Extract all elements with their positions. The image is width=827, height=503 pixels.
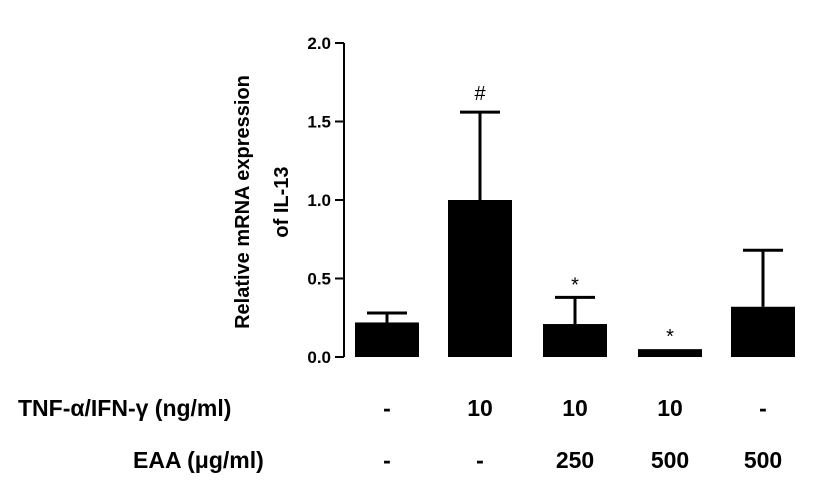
bar [448,200,512,357]
cell-eaa-5: 500 [743,447,783,473]
cell-tnf-1: - [383,395,391,421]
y-axis-label-line1: Relative mRNA expression [232,75,254,329]
bar [731,306,795,357]
significance-hash: # [474,83,486,105]
cell-tnf-5: - [759,395,767,421]
significance-asterisk: * [666,326,674,348]
y-tick-label: 2.0 [307,34,331,53]
y-axis: 0.0 0.5 1.0 1.5 2.0 [307,34,345,367]
y-tick-label: 0.5 [307,270,331,289]
cell-tnf-2: 10 [467,395,493,421]
cell-tnf-4: 10 [657,395,683,421]
bar [543,324,607,357]
cell-eaa-4: 500 [650,447,690,473]
row-label-eaa: EAA (μg/ml) [133,447,264,473]
bar [638,349,702,357]
cell-eaa-2: - [476,447,484,473]
significance-asterisk: * [571,274,579,296]
bars: # * * [355,83,795,357]
cell-tnf-3: 10 [562,395,588,421]
y-tick-label: 1.5 [307,113,331,132]
row-label-tnf: TNF-α/IFN-γ (ng/ml) [18,395,232,421]
y-axis-label-line2: of IL-13 [271,166,293,237]
y-tick-label: 0.0 [307,348,331,367]
cell-eaa-3: 250 [555,447,595,473]
bar [355,322,419,357]
cell-eaa-1: - [383,447,391,473]
y-tick-label: 1.0 [307,191,331,210]
